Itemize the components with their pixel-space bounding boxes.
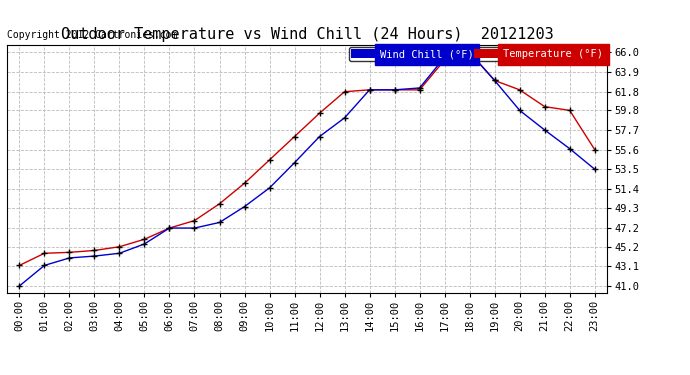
Title: Outdoor Temperature vs Wind Chill (24 Hours)  20121203: Outdoor Temperature vs Wind Chill (24 Ho… <box>61 27 553 42</box>
Legend: Wind Chill (°F), Temperature (°F): Wind Chill (°F), Temperature (°F) <box>349 47 605 61</box>
Text: Copyright 2012 Cartronics.com: Copyright 2012 Cartronics.com <box>7 30 177 40</box>
